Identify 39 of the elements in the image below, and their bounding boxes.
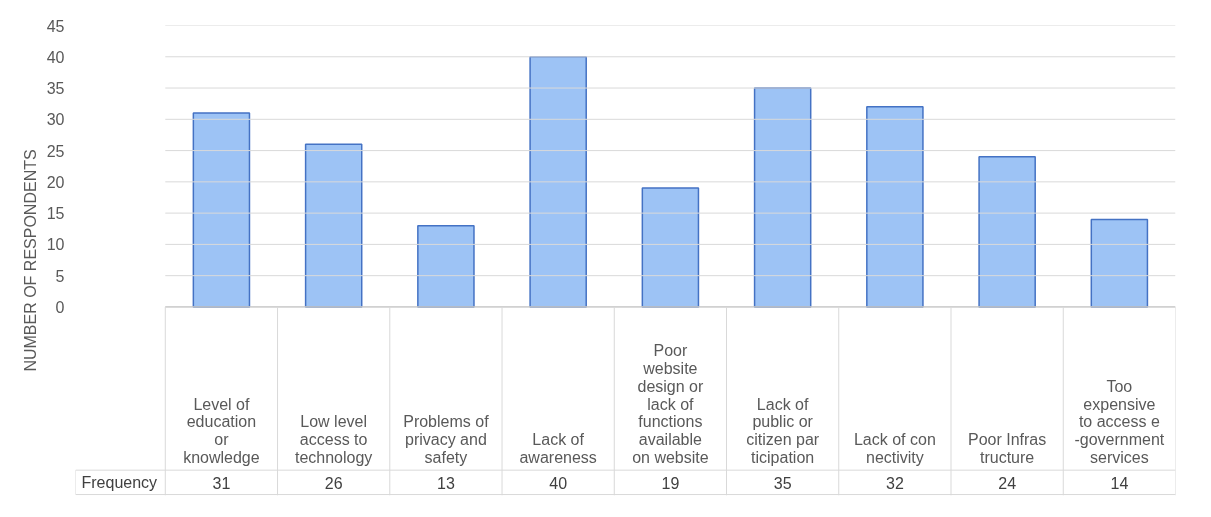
data-label: 35 — [773, 474, 792, 492]
bar — [641, 187, 700, 308]
y-tick-label: 10 — [46, 236, 65, 254]
x-tick-label: Lack of connectivity — [853, 431, 936, 467]
x-tick-label: Low level access to technology — [294, 413, 373, 467]
data-label: 19 — [661, 474, 680, 492]
x-tick-label: Problems of privacy and safety — [403, 413, 490, 467]
y-tick-label: 30 — [46, 111, 65, 129]
x-tick-label: Poor Infrastructure — [968, 431, 1047, 467]
data-label: 32 — [885, 474, 904, 492]
bar — [866, 106, 924, 308]
x-tick-label: Too expensive to access e-government services — [1074, 377, 1165, 467]
data-label: 14 — [1110, 474, 1129, 492]
x-tick-label: Poor website design or lack of functions available on website — [632, 342, 709, 467]
bar — [417, 224, 475, 308]
bar — [529, 56, 587, 308]
x-tick-label: Level of education or knowledge — [183, 395, 260, 467]
y-tick-label: 5 — [55, 267, 65, 285]
x-tick-label: Lack of public or citizen participation — [746, 395, 820, 467]
y-tick-label: 35 — [46, 80, 65, 98]
data-label: 31 — [212, 474, 231, 492]
bar — [978, 156, 1036, 308]
y-tick-label: 0 — [55, 298, 65, 316]
bar — [1090, 218, 1149, 308]
data-label: 13 — [437, 474, 455, 492]
x-tick-label: Lack of awareness — [519, 431, 597, 467]
bar — [753, 87, 812, 308]
y-axis-title: NUMBER OF RESPONDENTS — [21, 149, 39, 372]
y-tick-label: 40 — [46, 48, 65, 66]
data-label: 24 — [998, 474, 1017, 492]
text: Frequency — [81, 474, 158, 492]
y-tick-label: 15 — [46, 205, 65, 223]
bar — [304, 143, 363, 308]
data-label: 40 — [549, 474, 568, 492]
y-tick-label: 45 — [46, 17, 65, 35]
y-tick-label: 20 — [46, 173, 65, 191]
y-tick-label: 25 — [46, 142, 65, 160]
bar — [192, 112, 251, 308]
data-label: 26 — [324, 474, 343, 492]
